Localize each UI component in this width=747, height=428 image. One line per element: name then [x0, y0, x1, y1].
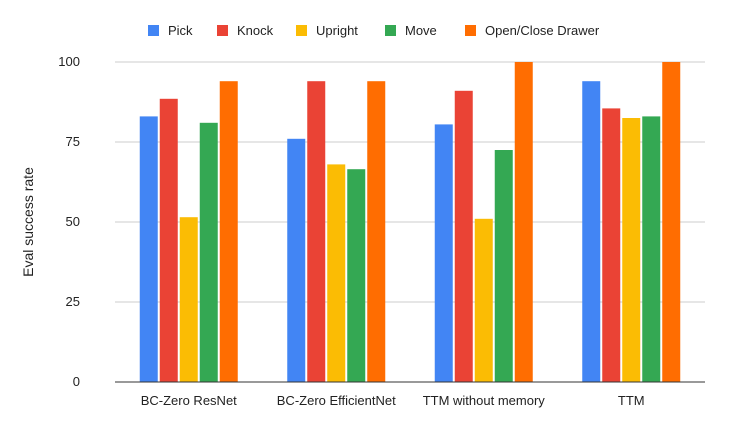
bar — [327, 164, 346, 382]
bar — [139, 116, 158, 383]
x-tick-label: BC-Zero EfficientNet — [277, 393, 396, 408]
y-tick-label: 50 — [66, 214, 80, 229]
x-tick-label: BC-Zero ResNet — [141, 393, 237, 408]
bar — [662, 62, 681, 382]
bar — [514, 62, 533, 382]
y-tick-label: 100 — [58, 54, 80, 69]
x-axis-ticks: BC-Zero ResNet BC-Zero EfficientNet TTM wi… — [141, 393, 645, 408]
legend-label: Knock — [237, 23, 274, 38]
y-axis-title: Eval success rate — [20, 167, 36, 277]
legend-item: Upright — [296, 23, 358, 38]
legend-swatch — [296, 25, 307, 36]
bar — [602, 108, 621, 383]
legend-label: Open/Close Drawer — [485, 23, 600, 38]
legend-swatch — [148, 25, 159, 36]
bar — [307, 81, 326, 382]
bar — [219, 81, 238, 382]
bar — [287, 138, 306, 382]
bar — [199, 122, 218, 383]
legend-swatch — [217, 25, 228, 36]
bar — [494, 150, 513, 382]
bar — [454, 90, 473, 383]
x-tick-label: TTM without memory — [423, 393, 546, 408]
y-tick-label: 75 — [66, 134, 80, 149]
legend-label: Upright — [316, 23, 358, 38]
legend-item: Open/Close Drawer — [465, 23, 600, 38]
bar — [367, 81, 386, 382]
bar — [179, 217, 198, 382]
legend-item: Move — [385, 23, 437, 38]
legend-swatch — [385, 25, 396, 36]
legend-label: Pick — [168, 23, 193, 38]
bar — [622, 118, 641, 382]
legend-label: Move — [405, 23, 437, 38]
legend: Pick Knock Upright Move Open/Close Drawer — [148, 23, 600, 38]
legend-item: Pick — [148, 23, 193, 38]
bar — [434, 124, 453, 383]
bar — [474, 218, 493, 382]
bar — [347, 169, 366, 382]
y-tick-label: 0 — [73, 374, 80, 389]
bars — [139, 62, 681, 383]
x-tick-label: TTM — [618, 393, 645, 408]
bar — [159, 98, 178, 383]
legend-swatch — [465, 25, 476, 36]
bar — [642, 116, 661, 383]
y-axis-ticks: 0 25 50 75 100 — [58, 54, 80, 389]
y-tick-label: 25 — [66, 294, 80, 309]
legend-item: Knock — [217, 23, 274, 38]
bar — [582, 81, 601, 382]
